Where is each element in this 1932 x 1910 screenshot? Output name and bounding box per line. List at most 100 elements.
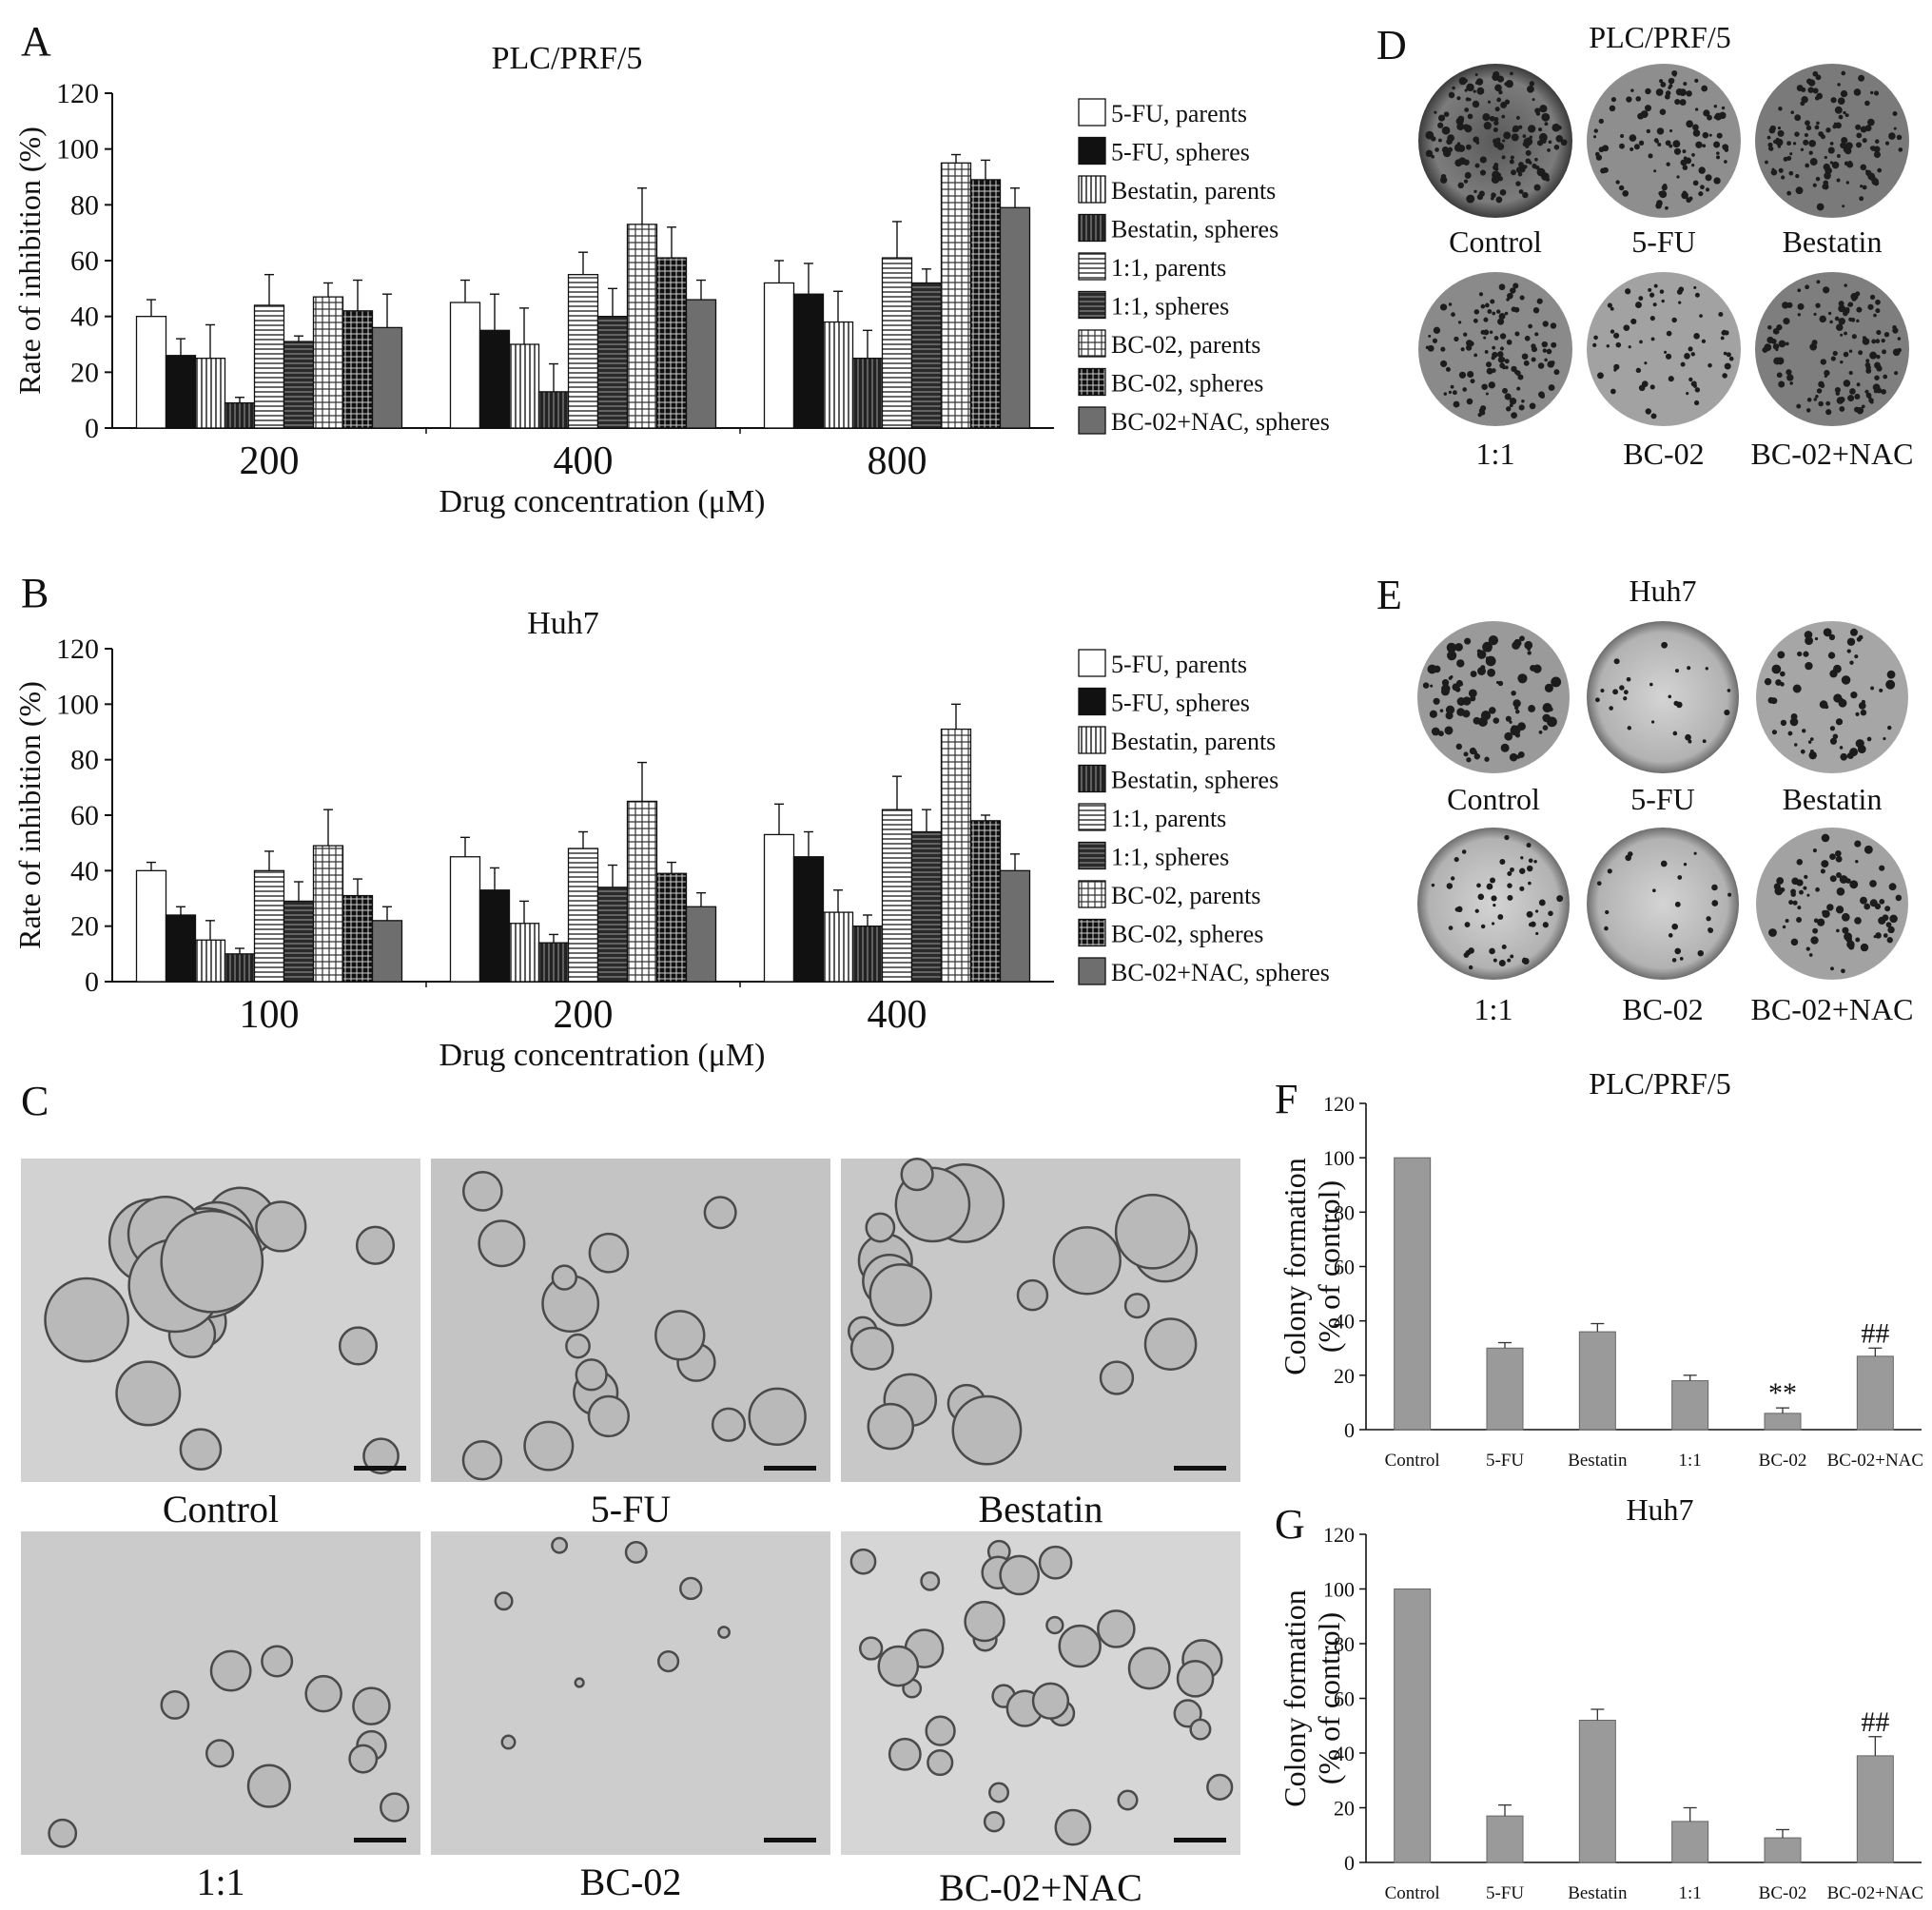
colony-dot [1530,921,1536,927]
significance-mark: ## [1861,1706,1889,1738]
colony-dot [1836,872,1842,878]
colony-dot [1701,339,1707,343]
colony-dot [1497,680,1504,687]
panel-letter-f: F [1275,1076,1298,1122]
colony-dot [1513,638,1522,648]
colony-dot [1782,302,1789,309]
sphere [988,1782,1010,1803]
colony-dot [1674,901,1681,907]
colony-dot [1797,313,1802,317]
sphere [494,1591,514,1611]
colony-dot [1809,158,1818,166]
colony-dot [1814,125,1820,130]
colony-dot [1682,165,1688,170]
legend-entry: BC-02+NAC, spheres [1111,408,1330,436]
colony-dot [1806,78,1813,85]
colony-dot [1699,314,1703,319]
colony-dot [1805,284,1810,290]
colony-dot [1649,682,1653,687]
colony-dot [1818,380,1825,388]
colony-dot [1856,382,1861,387]
colony-dot [1648,287,1652,292]
colony-dot [1477,716,1488,727]
colony-dot [1853,88,1862,96]
colony-dot [1453,400,1460,408]
colony-dot [1477,667,1486,675]
colony-dot [1693,285,1697,289]
sphere [1206,1773,1234,1801]
colony-dot [1653,283,1658,288]
colony-dot [1836,178,1841,183]
dish-label-5fu: 5-FU [1630,782,1695,816]
colony-dot [1493,958,1497,963]
colony-dot [1516,754,1521,759]
colony-dot [1686,392,1689,396]
colony-dot [1862,338,1870,345]
legend-swatch [1078,290,1106,320]
colony-dot [1463,332,1468,337]
colony-dot [1511,412,1518,419]
colony-dot [1871,339,1877,344]
colony-dot [1848,349,1853,353]
colony-dot [1723,351,1727,356]
colony-dot [1796,85,1804,91]
colony-dot [1685,733,1691,741]
colony-dot [1660,82,1667,88]
x-axis-label: Drug concentration (μM) [439,484,765,519]
colony-dot [1803,886,1807,890]
colony-dot [1473,89,1476,93]
scale-bar [354,1466,406,1471]
sphere [865,1212,896,1243]
colony-dot [1524,640,1533,650]
chart-title: Huh7 [527,606,599,641]
colony-dot [1869,351,1878,360]
colony-dot [1595,697,1600,703]
colony-dot [1455,743,1463,750]
bar [1671,1821,1709,1863]
colony-dot [1810,936,1819,945]
colony-dot [1697,949,1704,957]
colony-dot [1531,343,1536,349]
colony-dot [1534,332,1539,337]
colony-dot [1638,140,1645,146]
colony-dot [1858,702,1866,710]
sphere-label-bc02-nac: BC-02+NAC [939,1866,1142,1909]
x-tick-label: BC-02+NAC [1827,1883,1924,1903]
sphere-label-control: Control [163,1488,279,1530]
colony-dot [1659,289,1665,294]
colony-dot [1694,387,1701,393]
bar [478,889,511,983]
y-tick-label: 0 [85,966,99,998]
y-tick-label: 100 [56,689,99,720]
colony-dot [1491,368,1496,373]
colony-dot [1456,96,1461,101]
colony-dot [1483,121,1492,130]
colony-dot [1440,173,1447,180]
colony-dot [1484,756,1490,762]
colony-dot [1716,132,1723,139]
colony-dot [1463,159,1470,166]
sphere [983,1810,1005,1833]
colony-dot [1840,89,1848,98]
y-tick-label: 40 [1334,1742,1355,1765]
colony-dot [1674,98,1681,106]
colony-dot [1786,369,1792,376]
colony-dot [1472,100,1480,108]
colony-dot [1628,345,1631,349]
colony-dot [1829,726,1836,731]
colony-dot [1635,367,1642,374]
colony-dot [1860,164,1867,171]
bar [194,358,226,429]
colony-dot [1805,661,1813,671]
colony-dot [1825,409,1832,416]
colony-dot [1856,142,1863,148]
colony-dot [1465,344,1473,351]
colony-dot [1593,135,1597,139]
colony-dot [1473,318,1478,323]
colony-dot [1777,126,1782,130]
colony-dot [1441,146,1449,154]
colony-dot [1623,690,1629,695]
colony-dot [1473,353,1478,358]
colony-dot [1633,144,1640,150]
colony-dot [1778,131,1782,135]
